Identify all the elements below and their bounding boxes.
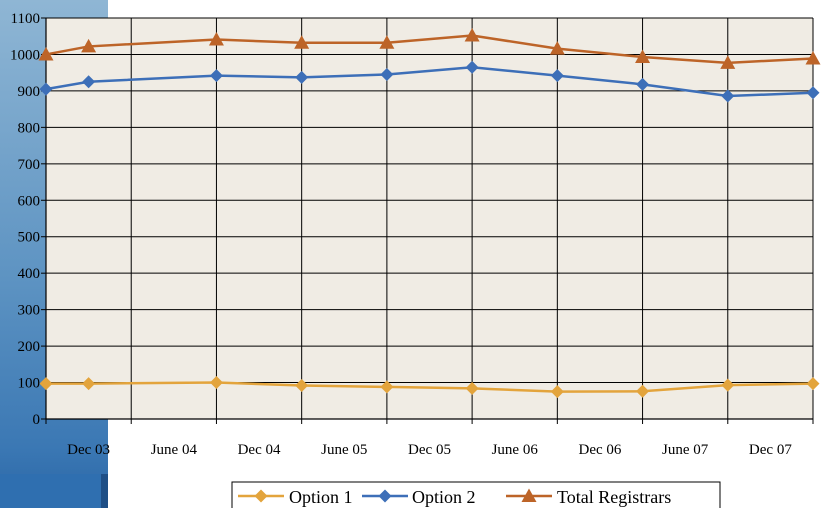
data-point <box>209 69 223 83</box>
y-tick-label: 300 <box>18 303 41 319</box>
slide-background-edge <box>101 474 108 508</box>
data-point <box>208 32 224 46</box>
legend-label: Option 2 <box>412 487 476 507</box>
data-point <box>806 86 820 100</box>
series-total-registrars <box>38 27 821 69</box>
data-point <box>81 38 97 53</box>
y-tick-label: 100 <box>18 376 41 392</box>
x-tick-label: June 07 <box>662 442 709 458</box>
y-tick-label: 700 <box>18 157 41 173</box>
y-tick-label: 600 <box>18 193 41 209</box>
data-point <box>805 50 821 65</box>
y-tick-label: 200 <box>18 339 41 355</box>
data-point <box>295 70 309 84</box>
series <box>38 27 821 399</box>
series-line <box>45 65 814 98</box>
y-tick-label: 1100 <box>11 11 40 27</box>
data-point <box>636 77 650 91</box>
data-point <box>465 381 479 395</box>
data-point <box>720 55 736 69</box>
x-tick-label: June 06 <box>492 442 539 458</box>
data-point <box>379 35 395 49</box>
plot-area <box>46 18 813 419</box>
data-point <box>38 46 54 61</box>
data-point <box>380 68 394 82</box>
x-tick-label: Dec 03 <box>67 442 110 458</box>
y-tick-label: 500 <box>18 230 41 246</box>
legend-label: Total Registrars <box>557 487 671 507</box>
data-point <box>549 41 565 55</box>
data-point <box>636 384 650 398</box>
x-tick-label: June 04 <box>151 442 198 458</box>
y-tick-label: 800 <box>18 120 41 136</box>
legend-label: Option 1 <box>289 487 353 507</box>
x-tick-label: Dec 05 <box>408 442 451 458</box>
grid-lines <box>46 17 814 419</box>
series-option-1 <box>39 376 820 399</box>
series-line <box>45 34 814 65</box>
data-point <box>82 75 96 89</box>
series-option-2 <box>39 60 820 103</box>
data-point <box>39 82 53 96</box>
data-point <box>82 377 96 391</box>
series-line <box>46 381 814 393</box>
data-point <box>464 27 480 42</box>
data-point <box>721 378 735 392</box>
data-point <box>39 377 53 391</box>
slide-background-block <box>0 474 104 508</box>
data-point <box>295 378 309 392</box>
data-point <box>550 69 564 83</box>
legend-swatch-marker <box>254 489 268 503</box>
y-axis-ticks: 0 100 200 300 400 500 600 700 800 900 1000 1100 <box>10 11 40 428</box>
data-point <box>635 49 651 64</box>
data-point <box>550 385 564 399</box>
y-tick-label: 0 <box>33 412 41 428</box>
data-point <box>465 60 479 74</box>
legend: Option 1 Option 2 Total Registrars <box>231 481 721 508</box>
legend-swatch-marker <box>378 489 392 503</box>
x-axis-ticks: Dec 03 June 04 Dec 04 June 05 Dec 05 June 06 D… <box>67 442 792 458</box>
data-point <box>806 377 820 391</box>
legend-swatch-marker <box>521 488 537 502</box>
y-tick-label: 1000 <box>10 47 40 63</box>
data-point <box>721 89 735 103</box>
x-tick-label: Dec 06 <box>578 442 621 458</box>
data-point <box>294 35 310 49</box>
x-tick-label: Dec 04 <box>238 442 281 458</box>
data-point <box>380 380 394 394</box>
y-tick-label: 900 <box>18 84 41 100</box>
legend-box <box>231 481 721 508</box>
x-tick-label: Dec 07 <box>749 442 792 458</box>
y-tick-label: 400 <box>18 266 41 282</box>
x-tick-label: June 05 <box>321 442 367 458</box>
data-point <box>209 376 223 390</box>
